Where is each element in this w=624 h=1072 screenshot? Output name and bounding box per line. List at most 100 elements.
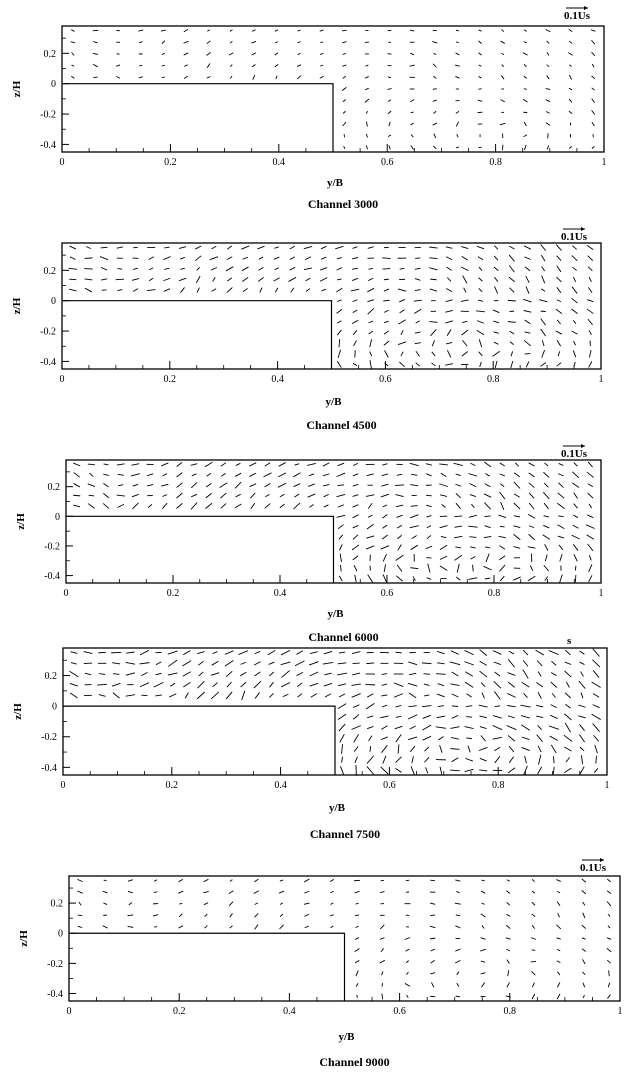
velocity-vector — [381, 483, 389, 487]
velocity-vector — [607, 878, 611, 883]
velocity-vector — [537, 745, 542, 753]
y-tick-label: -0.4 — [41, 763, 57, 774]
velocity-vector — [546, 52, 550, 56]
x-tick-label: 0.2 — [173, 1006, 186, 1017]
velocity-vector — [585, 524, 595, 529]
velocity-vector — [399, 309, 405, 314]
velocity-vector — [466, 737, 473, 740]
velocity-vector — [479, 726, 487, 730]
velocity-vector — [92, 52, 99, 55]
velocity-vector — [468, 577, 478, 580]
velocity-vector — [455, 546, 462, 549]
velocity-vector — [337, 504, 344, 508]
velocity-vector — [224, 650, 234, 655]
velocity-vector — [183, 682, 191, 688]
velocity-vector — [536, 660, 543, 667]
velocity-vector — [429, 288, 438, 292]
velocity-vector — [132, 483, 139, 487]
velocity-vector — [354, 890, 360, 894]
velocity-vector — [131, 463, 140, 466]
velocity-vector — [164, 246, 170, 249]
velocity-vector — [498, 535, 506, 539]
velocity-vector — [410, 134, 414, 138]
velocity-vector — [273, 256, 280, 260]
velocity-vector — [162, 502, 168, 509]
velocity-vector — [352, 704, 360, 708]
velocity-vector — [462, 320, 468, 323]
velocity-vector — [382, 257, 391, 260]
velocity-vector — [476, 310, 485, 313]
velocity-vector — [432, 63, 437, 68]
velocity-vector — [103, 463, 109, 466]
velocity-vector — [388, 121, 391, 127]
velocity-vector — [337, 320, 342, 324]
velocity-vector — [367, 502, 373, 509]
velocity-vector — [84, 257, 93, 259]
velocity-vector — [367, 715, 374, 719]
velocity-vector — [409, 462, 419, 467]
velocity-vector — [481, 902, 485, 905]
velocity-vector — [352, 534, 359, 540]
x-tick-label: 0 — [60, 157, 65, 168]
velocity-vector — [338, 339, 341, 348]
velocity-vector — [395, 716, 402, 718]
velocity-vector — [591, 98, 596, 103]
velocity-vector — [207, 29, 211, 32]
velocity-vector — [587, 483, 594, 488]
velocity-vector — [453, 462, 463, 466]
velocity-vector — [415, 320, 420, 324]
velocity-vector — [432, 41, 438, 44]
reference-vector-label: 0.1Us — [561, 448, 588, 460]
velocity-vector — [550, 672, 557, 676]
velocity-vector — [423, 694, 430, 697]
velocity-vector — [227, 245, 233, 250]
velocity-vector — [235, 493, 241, 498]
velocity-vector — [297, 693, 303, 698]
velocity-vector — [155, 672, 162, 676]
velocity-vector — [568, 87, 573, 91]
velocity-vector — [263, 472, 272, 478]
velocity-vector — [451, 714, 459, 719]
velocity-vector — [367, 514, 373, 518]
velocity-vector — [579, 766, 585, 775]
velocity-vector — [364, 76, 369, 79]
velocity-vector — [351, 651, 361, 655]
velocity-vector — [558, 544, 564, 551]
velocity-vector — [274, 29, 279, 32]
velocity-vector — [350, 288, 360, 292]
velocity-vector — [523, 63, 527, 68]
velocity-vector — [352, 504, 359, 508]
velocity-vector — [507, 693, 516, 698]
velocity-vector — [555, 308, 563, 314]
velocity-vector — [338, 534, 344, 540]
velocity-vector — [506, 725, 517, 731]
velocity-vector — [409, 64, 415, 67]
velocity-vector — [568, 28, 573, 33]
velocity-vector — [450, 736, 459, 740]
velocity-vector — [366, 121, 368, 127]
velocity-vector — [581, 890, 587, 895]
velocity-vector — [415, 257, 421, 259]
velocity-vector — [507, 970, 510, 977]
velocity-vector — [393, 693, 404, 698]
velocity-vector — [93, 76, 98, 79]
velocity-vector — [450, 650, 460, 655]
velocity-vector — [241, 245, 250, 250]
velocity-vector — [380, 736, 388, 741]
velocity-vector — [86, 246, 91, 250]
velocity-vector — [480, 948, 486, 952]
velocity-vector — [543, 524, 550, 529]
velocity-vector — [340, 564, 342, 572]
velocity-vector — [439, 483, 449, 488]
velocity-vector — [400, 351, 404, 357]
velocity-vector — [499, 491, 506, 500]
velocity-vector — [341, 86, 347, 92]
velocity-vector — [279, 924, 284, 930]
velocity-vector — [381, 673, 388, 675]
velocity-vector — [544, 554, 548, 562]
velocity-vector — [413, 308, 422, 314]
velocity-vector — [540, 362, 547, 367]
velocity-vector — [252, 74, 256, 80]
velocity-vector — [450, 683, 460, 686]
velocity-vector — [520, 715, 531, 719]
